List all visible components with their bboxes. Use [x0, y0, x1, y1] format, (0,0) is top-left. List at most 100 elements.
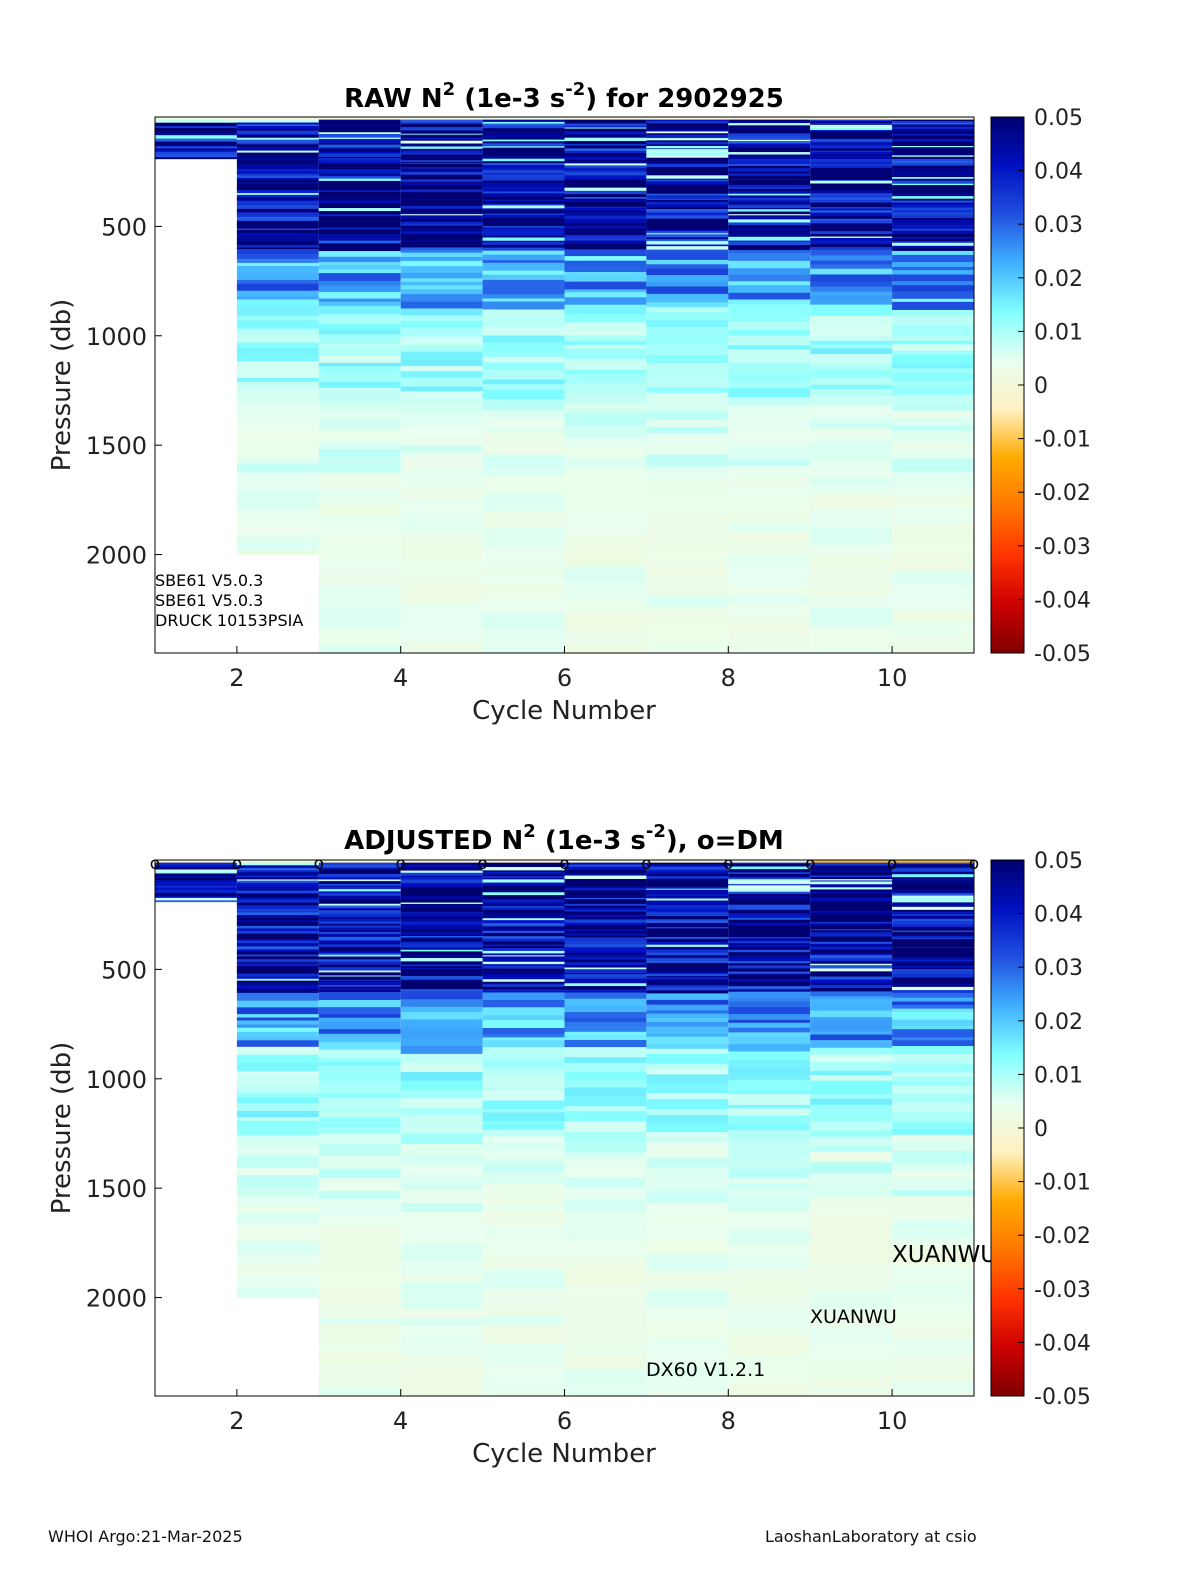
heatmap-cell	[564, 929, 647, 932]
heatmap-cell	[646, 157, 729, 160]
heatmap-cell	[482, 199, 565, 202]
heatmap-cell	[482, 1112, 565, 1122]
heatmap-cell	[318, 872, 401, 875]
heatmap-cell	[892, 1063, 974, 1074]
heatmap-cell	[728, 238, 811, 242]
heatmap-cell	[400, 1308, 483, 1319]
heatmap-cell	[892, 1094, 974, 1104]
heatmap-cell	[810, 151, 893, 155]
heatmap-cell	[482, 399, 565, 411]
heatmap-cell	[318, 187, 401, 190]
heatmap-cell	[318, 371, 401, 377]
heatmap-cell	[892, 487, 974, 499]
heatmap-cell	[482, 959, 565, 963]
heatmap-cell	[482, 201, 565, 205]
heatmap-cell	[318, 117, 401, 121]
heatmap-cell	[318, 862, 401, 866]
heatmap-cell	[318, 1373, 401, 1388]
heatmap-cell	[318, 1177, 401, 1186]
heatmap-cell	[810, 1031, 893, 1036]
heatmap-cell	[318, 138, 401, 143]
heatmap-cell	[482, 326, 565, 337]
heatmap-cell	[646, 392, 729, 407]
heatmap-cell	[564, 581, 647, 600]
heatmap-cell	[810, 943, 893, 948]
heatmap-cell	[646, 1033, 729, 1038]
heatmap-cell	[155, 128, 237, 131]
adjusted-y-label: Pressure (db)	[47, 1042, 77, 1215]
heatmap-cell	[646, 860, 729, 864]
heatmap-cell	[318, 883, 401, 887]
heatmap-cell	[236, 491, 319, 511]
heatmap-cell	[646, 912, 729, 917]
x-tick-label: 10	[877, 664, 908, 692]
heatmap-cell	[892, 354, 974, 366]
heatmap-cell	[564, 933, 647, 937]
heatmap-cell	[564, 1080, 647, 1089]
heatmap-cell	[236, 980, 319, 984]
heatmap-cell	[810, 1230, 893, 1248]
heatmap-cell	[892, 937, 974, 940]
heatmap-cell	[236, 320, 319, 330]
heatmap-cell	[318, 144, 401, 148]
heatmap-cell	[318, 964, 401, 968]
heatmap-cell	[892, 224, 974, 228]
heatmap-cell	[892, 237, 974, 240]
heatmap-cell	[482, 1308, 565, 1317]
heatmap-cell	[892, 218, 974, 221]
heatmap-cell	[646, 1108, 729, 1116]
heatmap-cell	[318, 504, 401, 515]
heatmap-cell	[482, 953, 565, 956]
heatmap-cell	[564, 212, 647, 217]
heatmap-cell	[400, 391, 483, 400]
heatmap-cell	[400, 1296, 483, 1310]
heatmap-cell	[646, 159, 729, 162]
heatmap-cell	[564, 185, 647, 189]
heatmap-cell	[318, 301, 401, 307]
heatmap-cell	[318, 629, 401, 647]
heatmap-cell	[728, 173, 811, 177]
heatmap-cell	[646, 626, 729, 642]
heatmap-cell	[728, 1337, 811, 1356]
heatmap-cell	[482, 250, 565, 256]
heatmap-cell	[646, 275, 729, 283]
heatmap-cell	[646, 889, 729, 893]
heatmap-cell	[564, 496, 647, 516]
heatmap-cell	[318, 604, 401, 621]
heatmap-cell	[400, 143, 483, 146]
heatmap-cell	[564, 872, 647, 877]
heatmap-cell	[318, 172, 401, 175]
heatmap-cell	[564, 869, 647, 874]
heatmap-cell	[400, 951, 483, 956]
heatmap-cell	[892, 156, 974, 160]
heatmap-cell	[892, 990, 974, 994]
heatmap-cell	[728, 904, 811, 908]
heatmap-cell	[400, 236, 483, 240]
heatmap-cell	[892, 877, 974, 880]
heatmap-cell	[482, 1015, 565, 1021]
heatmap-cell	[728, 260, 811, 269]
heatmap-cell	[400, 174, 483, 177]
heatmap-cell	[564, 1240, 647, 1258]
heatmap-cell	[646, 884, 729, 888]
heatmap-cell	[892, 887, 974, 891]
heatmap-cell	[564, 160, 647, 162]
heatmap-cell	[728, 899, 811, 903]
heatmap-cell	[728, 225, 811, 229]
heatmap-cell	[892, 126, 974, 130]
heatmap-cell	[564, 612, 647, 631]
heatmap-cell	[482, 961, 565, 965]
heatmap-cell	[400, 403, 483, 414]
heatmap-cell	[236, 1036, 319, 1041]
heatmap-cell	[892, 898, 974, 902]
heatmap-cell	[400, 904, 483, 906]
heatmap-cell	[236, 387, 319, 392]
heatmap-cell	[810, 180, 893, 185]
heatmap-cell	[646, 405, 729, 413]
heatmap-cell	[400, 218, 483, 223]
heatmap-cell	[482, 233, 565, 237]
heatmap-cell	[318, 1036, 401, 1043]
heatmap-cell	[236, 347, 319, 353]
heatmap-cell	[646, 148, 729, 150]
heatmap-cell	[564, 127, 647, 130]
